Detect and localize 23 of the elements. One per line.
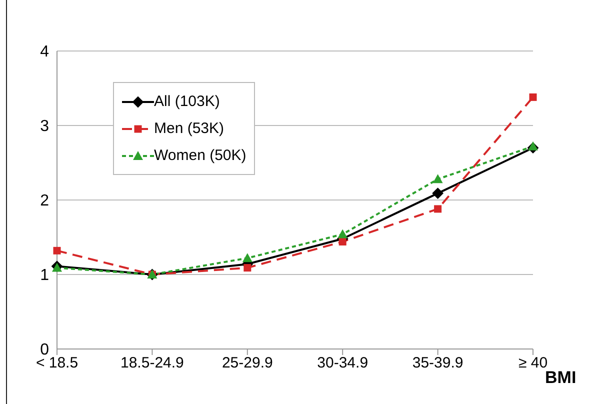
x-tick-label: 25-29.9 [222,354,273,372]
x-tick-label: 18.5-24.9 [120,354,184,372]
x-tick-label: 35-39.9 [412,354,464,372]
point [53,246,61,254]
point [338,238,346,246]
y-tick-label: 4 [40,44,50,61]
y-tick-label: 2 [40,192,50,210]
x-axis-title: BMI [545,368,576,387]
point [529,93,537,101]
legend-label: All (103K) [154,93,220,110]
point [242,253,252,262]
x-tick-label: 30-34.9 [317,354,368,372]
point [244,264,252,272]
y-tick-label: 3 [40,118,50,136]
point [528,141,538,150]
x-tick-label: ≥ 40 [518,354,548,372]
legend-label: Men (53K) [154,120,224,137]
y-tick-label: 1 [40,267,50,284]
point [338,229,348,238]
point [432,174,443,184]
legend-label: Women (50K) [154,147,246,164]
point [434,205,442,213]
point [432,188,444,199]
